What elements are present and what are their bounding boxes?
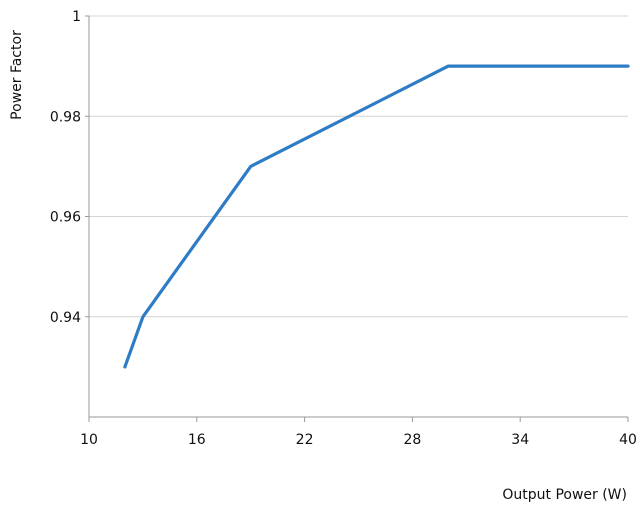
x-tick-label: 10 [80, 432, 98, 448]
series [123, 64, 630, 369]
y-tick-label: 1 [72, 9, 81, 25]
x-tick-label: 16 [188, 432, 206, 448]
y-axis-title: Power Factor [9, 30, 25, 120]
x-tick-label: 28 [403, 432, 421, 448]
grid [89, 15, 628, 318]
x-axis-title: Output Power (W) [502, 487, 627, 503]
x-tick-label: 40 [619, 432, 637, 448]
y-tick-label: 0.94 [50, 310, 81, 326]
x-tick-label: 34 [511, 432, 529, 448]
ticks: 0.94 0.96 0.98 1 10 16 22 28 34 40 [50, 9, 637, 448]
series-line-0 [123, 64, 630, 369]
y-tick-label: 0.96 [50, 210, 81, 226]
y-tick-label: 0.98 [50, 109, 81, 125]
x-tick-label: 22 [296, 432, 314, 448]
